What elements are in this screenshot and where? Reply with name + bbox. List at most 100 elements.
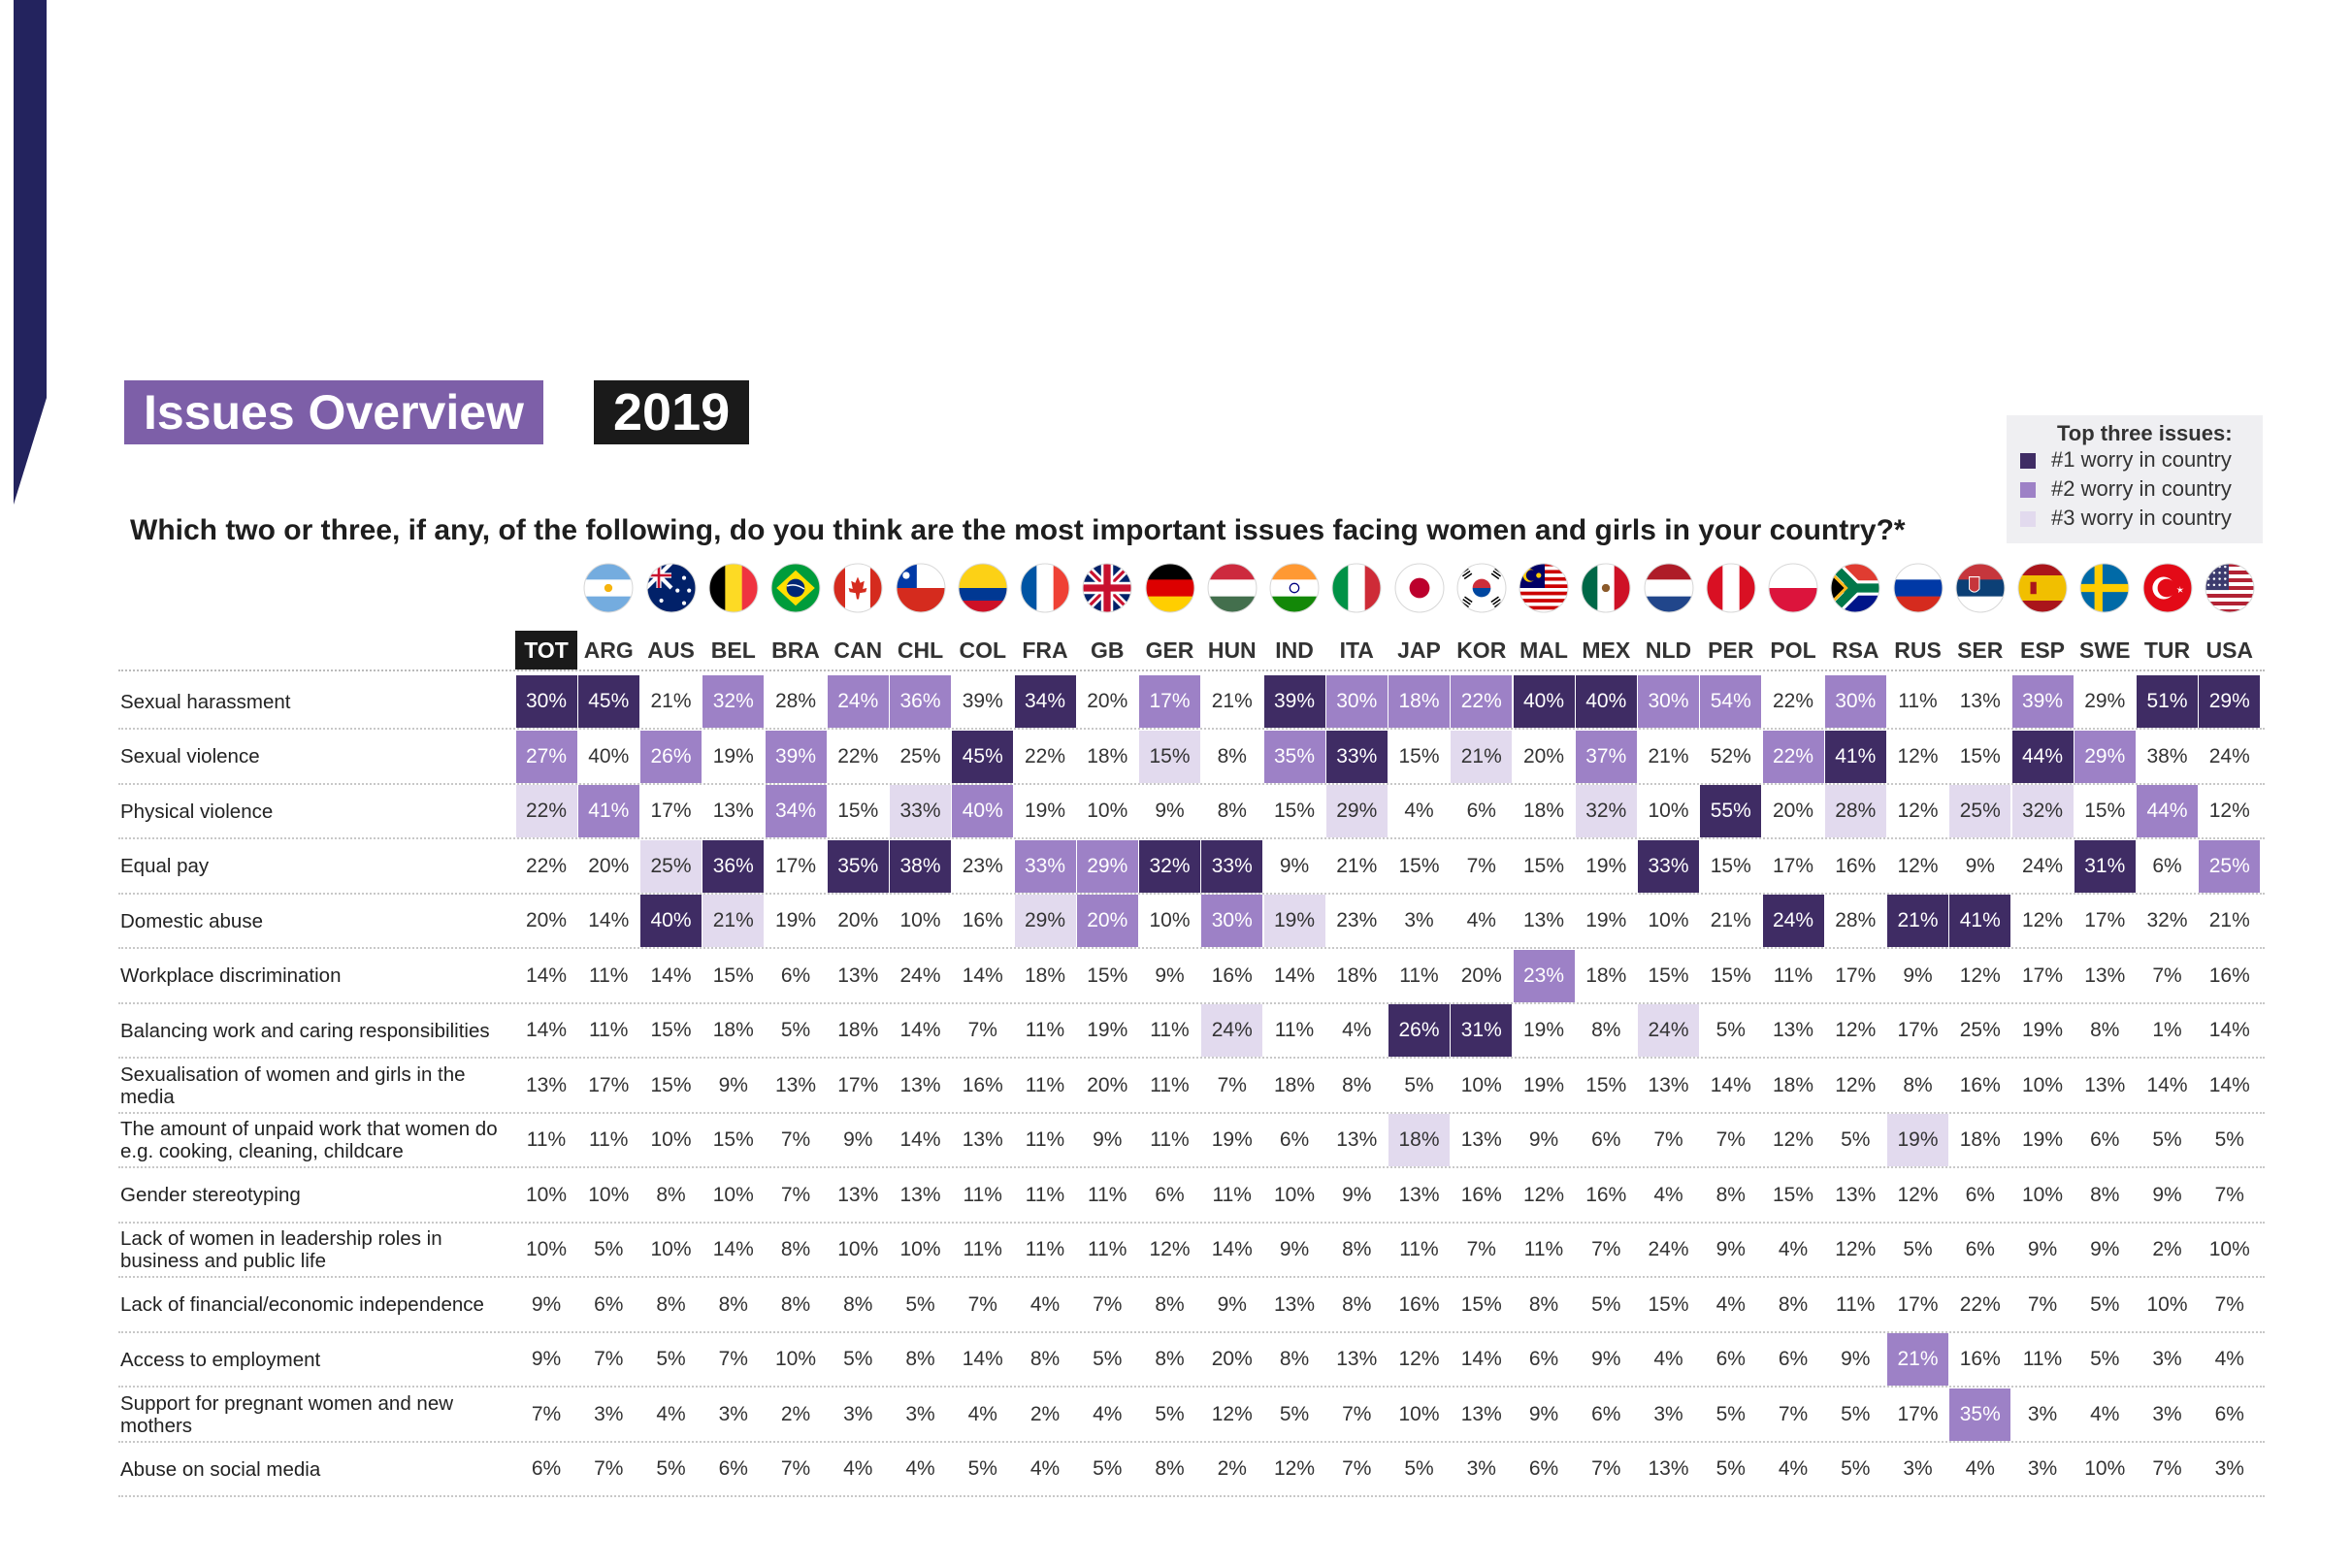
table-cell: 22% [1024, 744, 1066, 768]
table-cell: 11% [1150, 1073, 1190, 1096]
row-label: Sexualisation of women and girls in the … [120, 1062, 466, 1108]
table-cell: 5% [1404, 1073, 1434, 1096]
table-cell: 40% [588, 744, 630, 768]
table-cell: 5% [843, 1348, 873, 1370]
table-cell: 4% [1965, 1457, 1995, 1480]
table-cell: 5% [1903, 1238, 1933, 1260]
legend-swatch-rank3 [2020, 511, 2036, 527]
table-cell: 9% [1591, 1348, 1621, 1370]
table-cell: 11% [1088, 1183, 1127, 1206]
table-cell: 39% [1263, 675, 1325, 728]
table-cell: 9% [531, 1348, 562, 1370]
table-cell: 2% [1217, 1457, 1247, 1480]
table-cell: 12% [1897, 1183, 1939, 1206]
table-cell: 4% [1342, 1019, 1372, 1041]
table-cell: 6% [1155, 1183, 1185, 1206]
table-cell: 3% [2214, 1457, 2244, 1480]
table-cell: 9% [1715, 1238, 1746, 1260]
table-cell: 6% [718, 1457, 748, 1480]
legend-title: Top three issues: [2057, 421, 2233, 445]
table-cell: 20% [1076, 895, 1138, 947]
table-cell: 3% [1466, 1457, 1496, 1480]
table-cell: 14% [1211, 1238, 1253, 1260]
table-cell: 8% [1155, 1292, 1185, 1316]
table-cell: 29% [2199, 675, 2261, 728]
brazil-flag-icon [770, 563, 821, 613]
table-cell: 4% [1778, 1457, 1809, 1480]
table-cell: 9% [1528, 1128, 1559, 1151]
table-cell: 8% [1217, 800, 1247, 822]
table-cell: 7% [718, 1348, 748, 1370]
table-cell: 18% [1522, 800, 1565, 822]
table-cell: 5% [1093, 1457, 1123, 1480]
table-cell: 10% [1087, 800, 1128, 822]
table-cell: 17% [1897, 1292, 1939, 1316]
table-cell: 17% [1897, 1019, 1939, 1041]
table-cell: 8% [1778, 1292, 1809, 1316]
table-cell: 12% [1835, 1073, 1877, 1096]
row-divider [118, 1001, 2265, 1004]
table-cell: 7% [2152, 1457, 2182, 1480]
table-cell: 41% [1949, 895, 2011, 947]
table-cell: 11% [1212, 1183, 1252, 1206]
table-cell: 3% [1404, 909, 1434, 931]
table-cell: 28% [774, 690, 817, 712]
table-cell: 10% [712, 1183, 754, 1206]
table-cell: 9% [2027, 1238, 2058, 1260]
australia-flag-icon [646, 563, 696, 613]
row-divider [118, 782, 2265, 785]
table-cell: 25% [640, 839, 702, 893]
table-cell: 17% [1835, 964, 1877, 987]
table-cell: 11% [1523, 1238, 1564, 1260]
table-cell: 10% [650, 1238, 692, 1260]
table-cell: 11% [1898, 690, 1938, 712]
row-label: Lack of women in leadership roles in bus… [120, 1227, 442, 1272]
column-header-hun: HUN [1207, 637, 1257, 663]
table-cell: 9% [531, 1292, 562, 1316]
mexico-flag-icon [1581, 563, 1631, 613]
table-cell: 34% [1014, 675, 1076, 728]
table-cell: 7% [1466, 854, 1496, 877]
table-cell: 6% [1715, 1348, 1746, 1370]
table-cell: 31% [1451, 1004, 1513, 1057]
column-header-arg: ARG [583, 637, 634, 663]
table-cell: 14% [1710, 1073, 1751, 1096]
table-cell: 17% [774, 854, 817, 877]
table-cell: 13% [1648, 1457, 1689, 1480]
table-row: Domestic abuse 20% 14% 40% 21% 19% 20% 10% 16% 29… [0, 895, 2352, 949]
table-cell: 34% [765, 785, 827, 837]
table-cell: 25% [2199, 839, 2261, 893]
table-cell: 13% [1336, 1128, 1378, 1151]
table-cell: 18% [1336, 964, 1378, 987]
table-cell: 4% [1029, 1292, 1061, 1316]
table-cell: 44% [2137, 785, 2198, 837]
table-cell: 44% [2011, 730, 2074, 783]
table-cell: 24% [899, 964, 941, 987]
table-cell: 32% [2146, 909, 2188, 931]
table-cell: 18% [712, 1019, 754, 1041]
table-cell: 40% [1513, 675, 1575, 728]
table-cell: 11% [1836, 1292, 1876, 1316]
table-cell: 9% [1841, 1348, 1871, 1370]
table-cell: 24% [827, 675, 889, 728]
table-row: Gender stereotyping 10% 10% 8% 10% 7% 13% 13% 11… [0, 1169, 2352, 1224]
table-cell: 10% [899, 1238, 941, 1260]
column-header-jap: JAP [1397, 637, 1441, 663]
table-cell: 18% [1772, 1073, 1814, 1096]
table-cell: 17% [2021, 964, 2064, 987]
table-cell: 33% [1325, 730, 1388, 783]
year-badge: 2019 [594, 380, 750, 444]
table-cell: 5% [1841, 1128, 1871, 1151]
table-cell: 13% [1959, 690, 2001, 712]
table-cell: 6% [531, 1457, 562, 1480]
table-cell: 45% [952, 730, 1014, 783]
table-cell: 13% [2084, 964, 2126, 987]
table-cell: 9% [1528, 1402, 1559, 1425]
legend-label-rank3: #3 worry in country [2051, 506, 2232, 530]
table-cell: 14% [899, 1019, 941, 1041]
table-cell: 16% [962, 909, 1003, 931]
table-cell: 20% [1087, 1073, 1128, 1096]
column-header-ger: GER [1145, 637, 1194, 663]
table-cell: 17% [1139, 675, 1200, 728]
table-cell: 15% [712, 964, 754, 987]
